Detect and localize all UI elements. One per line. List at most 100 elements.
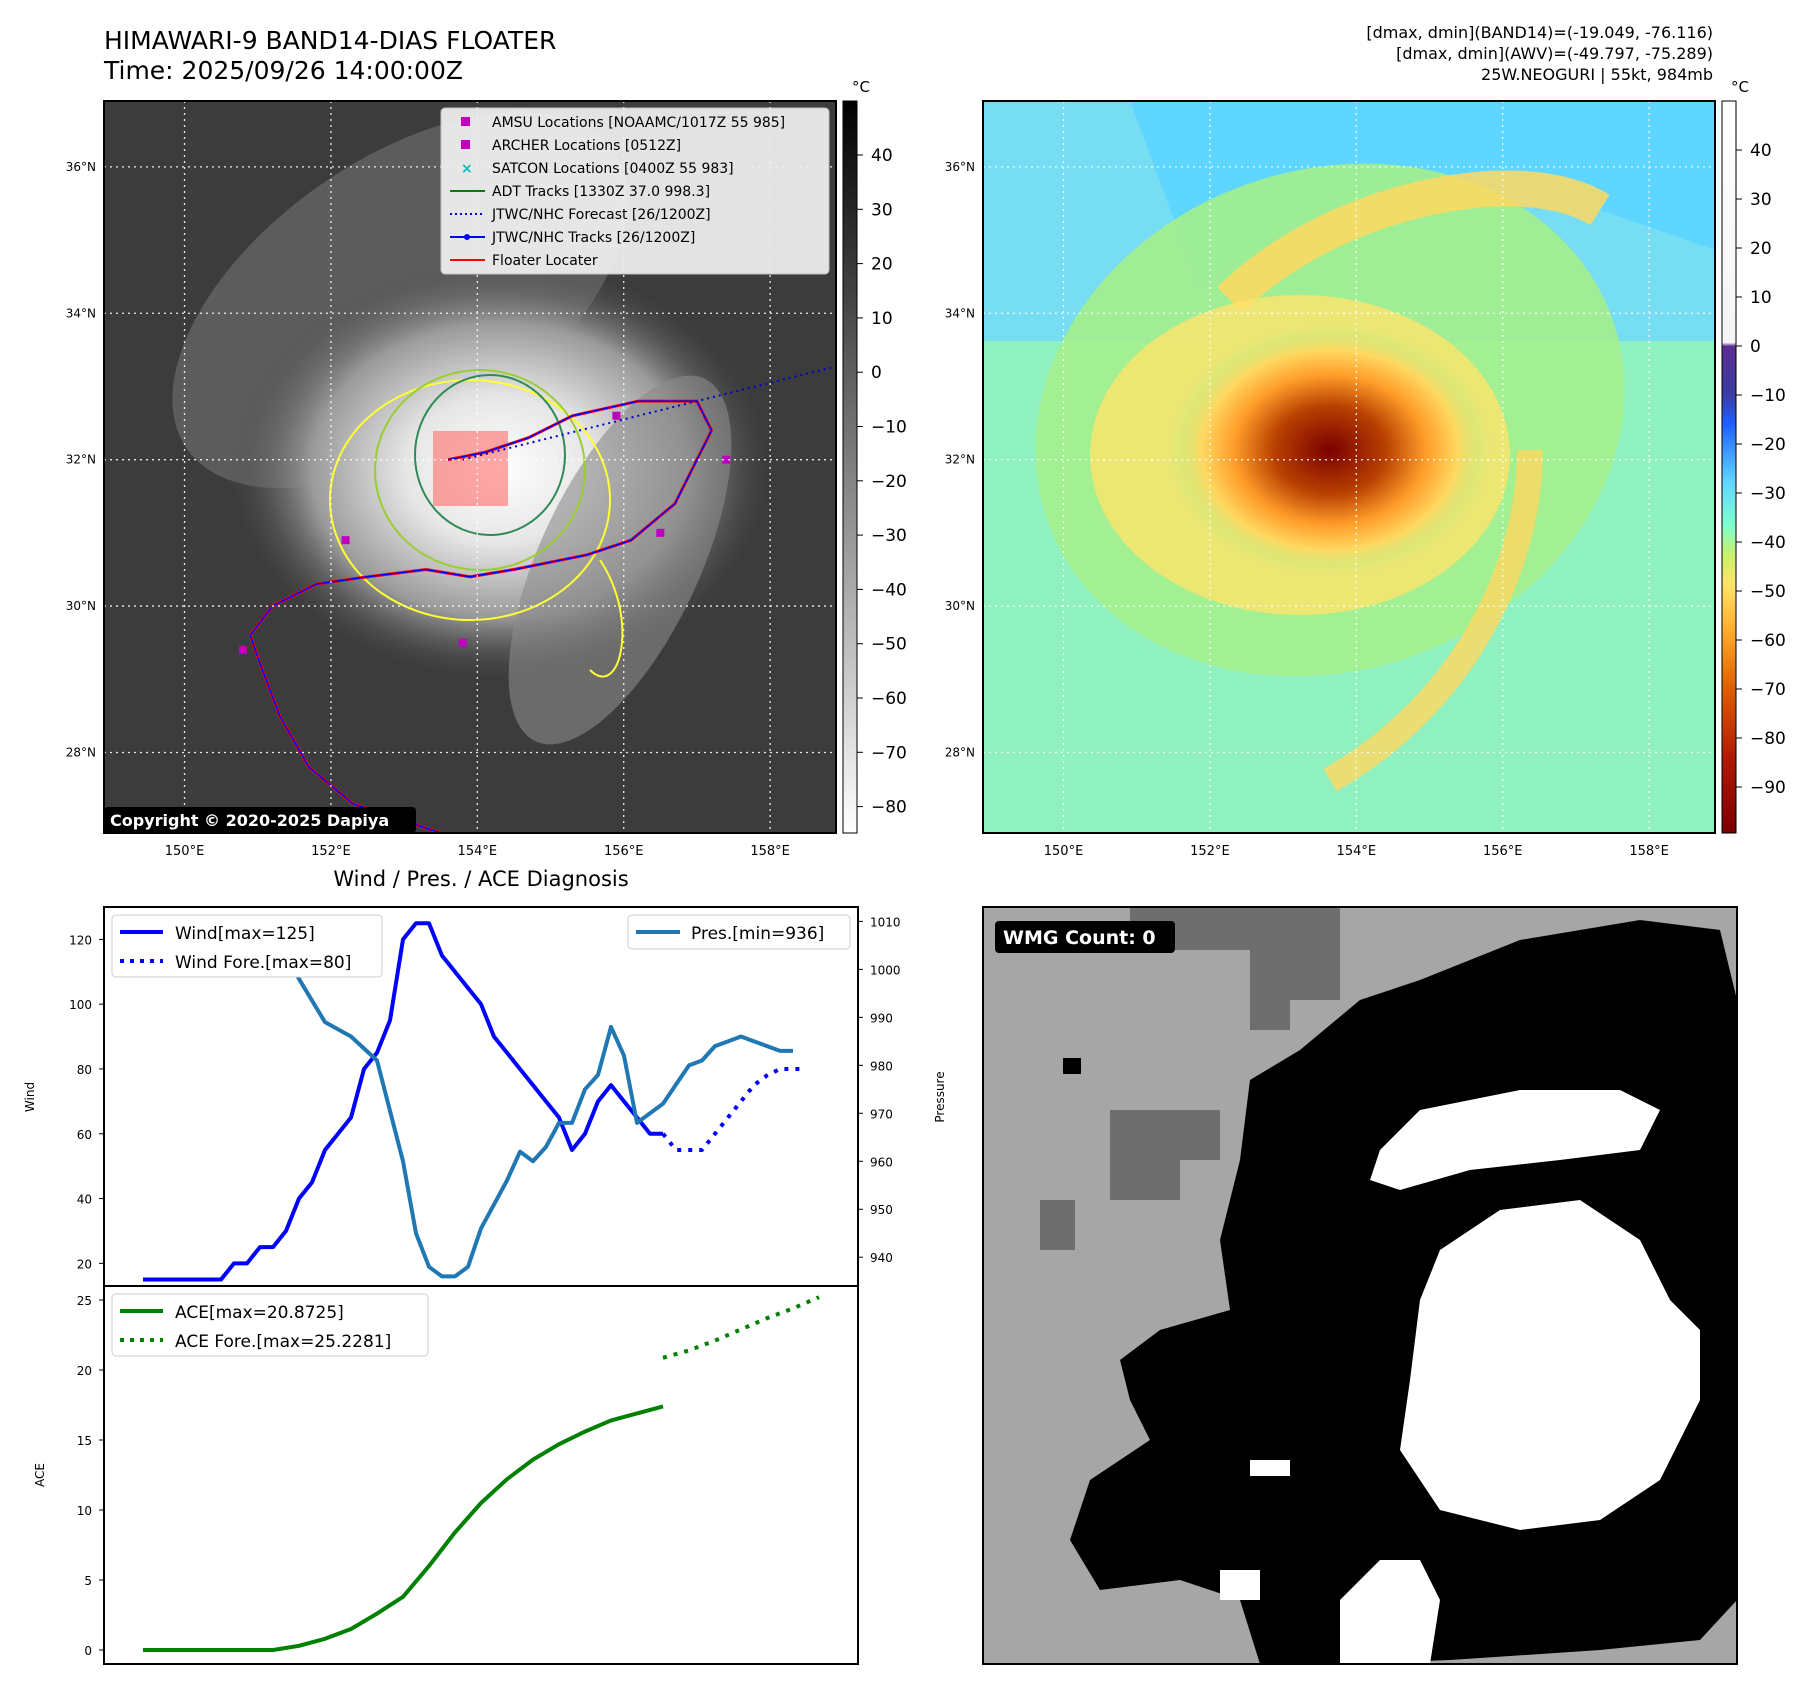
- ir-colorbar-unit: °C: [852, 78, 870, 96]
- wmg-dark-gray-patch: [1040, 1200, 1075, 1250]
- series-line: [168, 914, 793, 1279]
- colorbar-tick-label: −80: [871, 798, 907, 818]
- colorbar-tick-label: −70: [871, 743, 907, 763]
- ace-tick-label: 15: [77, 1434, 92, 1448]
- lat-tick-label: 28°N: [945, 745, 975, 759]
- diagnosis-title: Wind / Pres. / ACE Diagnosis: [333, 867, 628, 891]
- awv-storm-core: [1170, 325, 1490, 575]
- ace-tick-label: 25: [77, 1294, 92, 1308]
- colorbar-tick-label: −50: [1750, 582, 1786, 602]
- colorbar-tick-label: 0: [871, 363, 882, 383]
- ace-chart: 0 5 10 15 20 25 ACE ACE[max=20.8725] ACE Fore…: [33, 1285, 859, 1665]
- lon-tick-label: 150°E: [1044, 844, 1084, 859]
- wind-tick-label: 120: [69, 933, 92, 947]
- legend-items: AMSU Locations [NOAAMC/1017Z 55 985] ARCH…: [450, 115, 785, 269]
- colorbar-tick-label: −60: [871, 689, 907, 709]
- lat-tick-label: 32°N: [945, 453, 975, 467]
- colorbar-tick-label: −20: [1750, 435, 1786, 455]
- colorbar-tick-label: 30: [871, 200, 893, 220]
- wmg-panel: WMG Count: 0: [982, 906, 1738, 1665]
- wind-tick-label: 80: [77, 1063, 92, 1077]
- wind-chart-plot: 20 40 60 80 100 120 940 950 960 970 980 990 1000 1010: [69, 914, 901, 1282]
- ir-frame: [103, 100, 837, 834]
- awv-axis-ticks: 150°E 152°E 154°E 156°E 158°E 36°N 34°N 32°N 30°…: [945, 160, 1669, 859]
- legend-box: [440, 107, 830, 275]
- pressure-tick-label: 970: [870, 1107, 893, 1121]
- colorbar-tick-label: 40: [871, 146, 893, 166]
- colorbar-tick-label: 10: [871, 309, 893, 329]
- lon-tick-label: 154°E: [458, 844, 498, 859]
- ace-legend: ACE[max=20.8725] ACE Fore.[max=25.2281]: [111, 1293, 429, 1357]
- contour-yellow: [329, 379, 611, 621]
- colorbar-tick-label: 30: [1750, 190, 1772, 210]
- lat-tick-label: 32°N: [66, 453, 96, 467]
- ir-track-group: [239, 365, 836, 833]
- ir-legend: AMSU Locations [NOAAMC/1017Z 55 985] ARCH…: [440, 107, 830, 275]
- wmg-white-patch: [1220, 1570, 1260, 1600]
- legend-label: JTWC/NHC Forecast [26/1200Z]: [491, 207, 711, 223]
- awv-frame: [982, 100, 1716, 834]
- wind-tick-label: 100: [69, 998, 92, 1012]
- colorbar-tick-label: −60: [1750, 631, 1786, 651]
- wmg-dark-gray-left: [1110, 1110, 1220, 1200]
- amsu-marker: [656, 528, 665, 537]
- wmg-count-label: WMG Count: 0: [1003, 927, 1156, 949]
- lon-tick-label: 158°E: [1629, 844, 1669, 859]
- amsu-marker: [458, 638, 467, 647]
- legend-marker: [461, 140, 470, 149]
- lon-tick-label: 154°E: [1337, 844, 1377, 859]
- colorbar-tick-label: −80: [1750, 729, 1786, 749]
- colorbar-tick-label: −30: [871, 526, 907, 546]
- amsu-marker: [612, 411, 621, 420]
- contour-lightgreen: [374, 369, 586, 571]
- ace-chart-plot: 0 5 10 15 20 25: [77, 1294, 820, 1658]
- ir-colorbar: [842, 100, 858, 834]
- ir-rainband: [508, 375, 732, 745]
- colorbar-tick-label: −10: [871, 418, 907, 438]
- wind-pressure-chart: 20 40 60 80 100 120 940 950 960 970 980 990 1000 1010…: [23, 906, 947, 1287]
- wmg-dark-gray-top: [1130, 907, 1340, 1030]
- legend-label: SATCON Locations [0400Z 55 983]: [492, 161, 734, 177]
- wmg-black-speck: [1063, 1058, 1081, 1074]
- colorbar-tick-label: −50: [871, 635, 907, 655]
- legend-marker: [461, 117, 470, 126]
- series-line: [143, 921, 663, 1282]
- lat-tick-label: 36°N: [945, 160, 975, 174]
- lat-tick-label: 34°N: [66, 306, 96, 320]
- wind-legend-label: Wind[max=125]: [175, 924, 315, 944]
- colorbar-tick-label: −10: [1750, 386, 1786, 406]
- lat-tick-label: 30°N: [66, 599, 96, 613]
- pressure-legend: Pres.[min=936]: [627, 914, 851, 950]
- lat-tick-label: 28°N: [66, 745, 96, 759]
- lon-tick-label: 152°E: [311, 844, 351, 859]
- pressure-tick-label: 960: [870, 1155, 893, 1169]
- pressure-tick-label: 1010: [870, 915, 901, 929]
- colorbar-tick-label: 40: [1750, 141, 1772, 161]
- page-title: HIMAWARI-9 BAND14-DIAS FLOATER Time: 202…: [104, 26, 556, 86]
- lat-tick-label: 36°N: [66, 160, 96, 174]
- ace-tick-label: 0: [84, 1644, 92, 1658]
- wind-fore-legend-label: Wind Fore.[max=80]: [175, 953, 351, 973]
- legend-label: AMSU Locations [NOAAMC/1017Z 55 985]: [492, 115, 785, 131]
- lon-tick-label: 156°E: [604, 844, 644, 859]
- wind-tick-label: 20: [77, 1257, 92, 1271]
- awv-grid: [983, 101, 1715, 833]
- lon-tick-label: 150°E: [165, 844, 205, 859]
- awv-outflow-band: [1217, 170, 1610, 313]
- amsu-marker: [341, 536, 350, 545]
- pressure-tick-label: 990: [870, 1011, 893, 1025]
- copyright-text: Copyright © 2020-2025 Dapiya: [110, 811, 389, 830]
- amsu-marker: [239, 646, 248, 654]
- ace-tick-label: 20: [77, 1364, 92, 1378]
- pressure-tick-label: 1000: [870, 963, 901, 977]
- legend-label: JTWC/NHC Tracks [26/1200Z]: [491, 230, 695, 246]
- legend-dot: [464, 234, 470, 240]
- series-line: [143, 1404, 664, 1652]
- wmg-white-speck: [1250, 1460, 1290, 1476]
- pressure-legend-label: Pres.[min=936]: [691, 924, 824, 944]
- wmg-count-badge: [995, 921, 1175, 953]
- ace-legend-box: [111, 1293, 429, 1357]
- pressure-axis-label: Pressure: [933, 1071, 947, 1122]
- jtwc-track: [249, 400, 713, 833]
